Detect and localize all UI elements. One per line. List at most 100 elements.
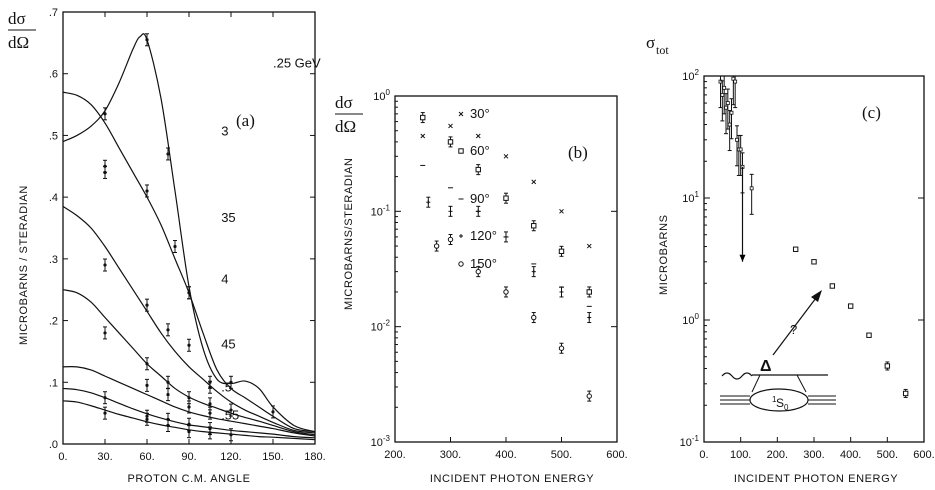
transition-arrow-shaft <box>772 293 820 356</box>
panel-a-xtick-label: 30. <box>97 451 112 463</box>
panel-c-ytick-label: 100 <box>682 312 699 327</box>
panel-c-lowE-point-1 <box>720 92 725 97</box>
panel-a-xtick-label: 90. <box>181 451 196 463</box>
panel-a-point-1-2 <box>173 244 177 249</box>
panel-a-curve-2 <box>62 205 316 434</box>
panel-b-point-1-3 <box>503 195 509 201</box>
panel-a-axes: 0. 30. 60. 90. 120. 150. 180. .0 .1 .2 .3 .4 .5 .6 .7 <box>49 7 326 463</box>
panel-a-ylabel-num: dσ <box>8 9 26 28</box>
panel-b-point-3-2 <box>476 209 481 214</box>
panel-b-legend-marker-1 <box>458 148 464 154</box>
panel-a-curve-6 <box>62 400 316 441</box>
panel-a: dσ dΩ MICROBARNS / STERADIAN 0. 30. 60. 90.… <box>8 7 326 485</box>
panel-b-point-0-4-b <box>531 179 537 185</box>
panel-c-lowE-point-5 <box>727 122 732 127</box>
transition-arrowhead <box>811 290 822 302</box>
panel-b-ylabel-den: dΩ <box>335 117 356 136</box>
panel-b-point-0-5-b <box>559 208 564 214</box>
panel-a-curve-1 <box>62 91 316 433</box>
panel-a-points <box>103 33 275 442</box>
panel-a-point-0-5 <box>271 410 275 414</box>
panel-a-ylabel: MICROBARNS / STERADIAN <box>18 185 30 345</box>
panel-c-lowE-point-9 <box>735 137 739 142</box>
panel-b-point-1-0 <box>420 114 426 121</box>
panel-a-point-1-0 <box>103 112 107 116</box>
panel-a-point-6-1 <box>145 417 149 421</box>
panel-a-point-0-1 <box>145 38 149 42</box>
panel-c-ytick-label: 101 <box>682 190 699 205</box>
panel-c-ylabel: MICROBARNS <box>658 214 670 295</box>
panel-b-point-3-4 <box>531 269 536 274</box>
panel-a-point-4-3 <box>187 405 191 409</box>
panel-b-point-0-0 <box>420 133 426 139</box>
panel-c-lowE-point-13 <box>749 186 754 191</box>
panel-b-point-4-3 <box>503 289 509 295</box>
panel-c-xlabel: INCIDENT PHOTON ENERGY <box>734 473 898 485</box>
panel-b: dσ dΩ MICROBARNS/STERADIAN 200. 300. 400. 5… <box>335 88 628 485</box>
panel-c-ytick-label: 102 <box>682 68 699 83</box>
panel-a-ytick-label: .2 <box>49 316 58 328</box>
panel-b-legend-label: 90° <box>470 191 490 206</box>
panel-c-points <box>718 75 909 398</box>
panel-b-point-1-2 <box>475 166 481 173</box>
panel-c-lowE-point-11 <box>738 147 743 152</box>
panel-c-xtick-label: 200. <box>767 449 788 461</box>
panel-a-point-3-5 <box>229 408 233 412</box>
panel-a-ytick-label: .3 <box>49 254 58 266</box>
panel-b-point-0-2-b <box>475 133 481 139</box>
panel-b-ylabel: MICROBARNS/STERADIAN <box>343 157 355 310</box>
panel-a-ytick-label: .1 <box>49 377 58 389</box>
panel-b-legend-label: 60° <box>470 143 490 158</box>
panel-b-legend-label: 120° <box>470 228 497 243</box>
panel-a-ytick-label: .6 <box>49 69 58 81</box>
panel-b-point-0-6-b <box>586 243 592 249</box>
panel-a-point-3-3 <box>187 396 191 400</box>
panel-a-point-2-2 <box>166 328 170 332</box>
state-superscript: 1 <box>772 395 777 404</box>
panel-c-ytick-label: 10-1 <box>680 434 700 449</box>
panel-c-limit-arrowhead <box>739 254 746 262</box>
panel-b-legend-marker-3 <box>459 234 463 238</box>
panel-b-xlabel: INCIDENT PHOTON ENERGY <box>430 473 594 485</box>
panel-a-ytick-label: .4 <box>49 192 58 204</box>
panel-b-xtick-label: 500. <box>551 449 572 461</box>
panel-a-point-2-0 <box>103 164 107 168</box>
panel-c-sq-point-1 <box>811 259 817 265</box>
panel-c-xtick-label: 100. <box>730 449 751 461</box>
panel-c: σ tot MICROBARNS 0. 100. 200. 300. 400. 500. 6… <box>646 33 935 485</box>
panel-a-ylabel-den: dΩ <box>8 33 29 52</box>
diagram-link-right <box>796 374 807 393</box>
panel-b-point-0-3 <box>503 153 509 159</box>
panel-b-point-0-1 <box>448 123 453 129</box>
panel-a-point-6-4 <box>208 431 212 435</box>
panel-b-legend: 30° 60° 90° 120° 150° <box>458 106 497 271</box>
panel-b-points <box>420 112 592 402</box>
panel-b-point-3-6 <box>587 315 592 320</box>
panel-c-sq-point-2 <box>829 283 836 289</box>
panel-b-label: (b) <box>568 143 588 162</box>
panel-c-axes: 0. 100. 200. 300. 400. 500. 600. 10-1 100 101 102 <box>680 68 935 461</box>
panel-a-curve-label: 45 <box>221 336 235 351</box>
panel-a-point-0-2 <box>166 152 170 156</box>
panel-c-ylabel-sub: tot <box>656 43 669 57</box>
panel-a-xtick-label: 180. <box>304 451 325 463</box>
panel-a-xtick-label: 0. <box>58 451 67 463</box>
panel-a-curve-label: 35 <box>221 210 235 225</box>
panel-b-point-4-0 <box>433 243 440 249</box>
delta-symbol: Δ <box>760 358 772 375</box>
panel-c-label: (c) <box>862 103 881 122</box>
panel-b-point-0-1-b <box>448 123 453 129</box>
panel-c-sq-point-5 <box>884 363 891 369</box>
panel-a-ytick-label: .5 <box>49 130 58 142</box>
panel-b-legend-marker-0 <box>458 111 464 117</box>
panel-b-xtick-label: 400. <box>495 449 516 461</box>
panel-a-point-3-0 <box>103 263 107 267</box>
panel-a-point-2-3 <box>187 343 191 347</box>
panel-c-lowE-point-3 <box>724 105 728 110</box>
panel-b-xtick-label: 200. <box>384 449 405 461</box>
panel-a-point-1-3 <box>187 291 191 295</box>
panel-b-point-0-2 <box>475 133 481 139</box>
diagram-link-left <box>751 374 761 393</box>
panel-a-curve-4 <box>62 366 316 437</box>
